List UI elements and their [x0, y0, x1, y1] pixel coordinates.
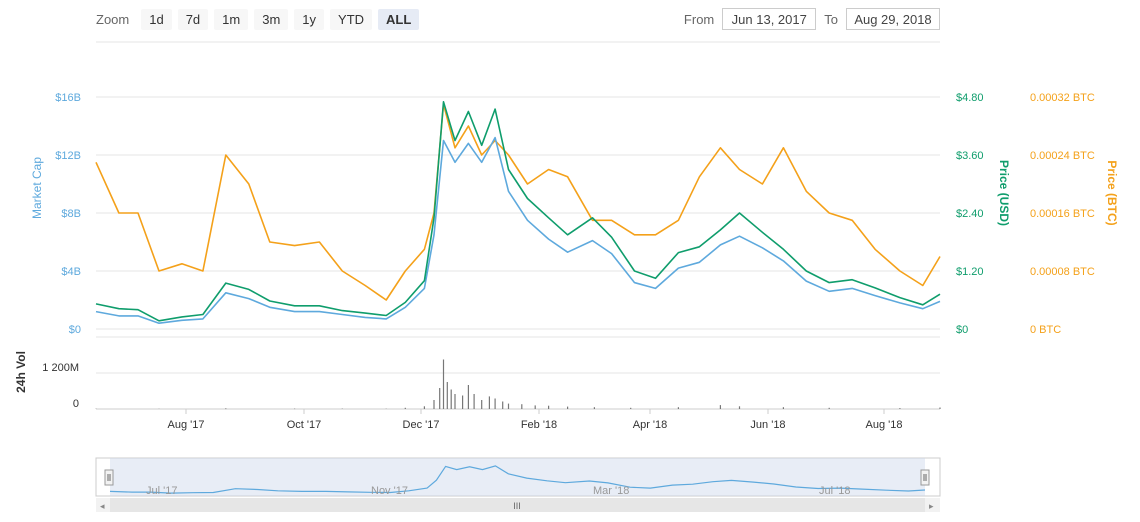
volume-bar	[450, 389, 452, 409]
to-label: To	[824, 11, 838, 27]
navigator-frame	[95, 457, 941, 497]
scroll-right-arrow-icon[interactable]: ▸	[929, 501, 934, 511]
price-usd-tick: $0	[956, 324, 968, 336]
from-date-input[interactable]	[722, 8, 817, 30]
zoom-toolbar: Zoom 1d 7d 1m 3m 1y YTD ALL	[96, 8, 420, 30]
volume-bar	[494, 398, 496, 409]
navigator-selection[interactable]	[110, 458, 925, 496]
price-usd-axis-title: Price (USD)	[997, 160, 1011, 226]
volume-bar	[567, 406, 569, 409]
price-btc-tick: 0.00024 BTC	[1030, 150, 1095, 162]
navigator-right-handle[interactable]	[920, 469, 930, 486]
navigator-series-line	[109, 465, 926, 494]
zoom-1d-button[interactable]: 1d	[141, 8, 172, 30]
price-btc-tick: 0.00008 BTC	[1030, 266, 1095, 278]
market-cap-tick: $4B	[61, 266, 81, 278]
market-cap-axis-title: Market Cap	[30, 157, 44, 219]
navigator-tick: Jul '18	[819, 485, 850, 497]
volume-bar	[507, 403, 510, 409]
market-cap-tick: $16B	[55, 92, 81, 104]
zoom-ytd-button[interactable]: YTD	[330, 8, 373, 30]
x-tick: Oct '17	[287, 419, 322, 431]
volume-bar	[548, 405, 550, 409]
navigator-right-handle-box[interactable]	[920, 469, 930, 486]
price-btc-tick: 0.00016 BTC	[1030, 208, 1095, 220]
date-range: From To	[684, 8, 940, 30]
volume-bar	[534, 405, 536, 409]
navigator-tick: Nov '17	[371, 485, 408, 497]
x-tick: Apr '18	[633, 419, 668, 431]
volume-bar	[423, 406, 425, 409]
price-btc-tick: 0.00032 BTC	[1030, 92, 1095, 104]
price-usd-tick: $2.40	[956, 208, 984, 220]
zoom-1m-button[interactable]: 1m	[214, 8, 249, 30]
zoom-7d-button[interactable]: 7d	[177, 8, 209, 30]
price-usd-line	[95, 101, 941, 322]
price-btc-tick: 0 BTC	[1030, 324, 1061, 336]
volume-bar	[593, 407, 595, 409]
price-btc-axis-title: Price (BTC)	[1105, 160, 1119, 225]
volume-bar	[939, 407, 941, 409]
zoom-3m-button[interactable]: 3m	[254, 8, 289, 30]
x-tick: Aug '18	[866, 419, 903, 431]
volume-bar	[404, 407, 406, 409]
x-tick: Feb '18	[521, 419, 557, 431]
volume-tick: 1 200M	[42, 362, 79, 374]
navigator[interactable]: Jul '17 Nov '17 Mar '18 Jul '18	[95, 457, 941, 497]
volume-bar	[502, 401, 504, 409]
price-usd-tick: $3.60	[956, 150, 984, 162]
navigator-left-handle[interactable]	[104, 469, 114, 486]
navigator-tick: Jul '17	[146, 485, 177, 497]
zoom-all-button[interactable]: ALL	[378, 8, 420, 30]
scrollbar[interactable]: ◂ ▸ III	[96, 498, 940, 512]
volume-bar	[433, 400, 435, 409]
volume-bar	[454, 394, 456, 409]
navigator-left-handle-box[interactable]	[104, 469, 114, 486]
volume-bar	[462, 395, 464, 409]
volume-bar	[899, 408, 901, 409]
volume-bar	[467, 385, 469, 409]
volume-bar	[446, 382, 448, 409]
volume-bar	[225, 408, 227, 410]
volume-bar	[442, 359, 445, 409]
volume-bar	[488, 396, 490, 409]
x-tick: Dec '17	[403, 419, 440, 431]
x-tick: Aug '17	[168, 419, 205, 431]
scroll-left-arrow-icon[interactable]: ◂	[100, 501, 105, 511]
volume-bar	[782, 407, 784, 409]
volume-bar	[738, 406, 741, 409]
market-cap-tick: $0	[69, 324, 81, 336]
price-usd-tick: $4.80	[956, 92, 984, 104]
volume-bar	[294, 408, 296, 410]
volume-bar	[521, 404, 523, 409]
zoom-1y-button[interactable]: 1y	[294, 8, 325, 30]
market-cap-tick: $8B	[61, 208, 81, 220]
zoom-label: Zoom	[96, 11, 130, 27]
volume-bar	[677, 407, 679, 409]
scrollbar-grip-icon: III	[513, 501, 521, 511]
volume-bar	[439, 388, 441, 409]
scrollbar-thumb[interactable]	[110, 498, 925, 512]
navigator-tick: Mar '18	[593, 485, 629, 497]
from-label: From	[683, 11, 715, 27]
market-cap-line	[95, 136, 941, 325]
to-date-input[interactable]	[846, 8, 940, 30]
volume-bar	[481, 400, 483, 409]
volume-axis-title: 24h Vol	[14, 351, 28, 393]
market-cap-tick: $12B	[55, 150, 81, 162]
price-usd-tick: $1.20	[956, 266, 984, 278]
x-tick: Jun '18	[750, 419, 785, 431]
volume-bar	[719, 405, 721, 409]
volume-tick: 0	[73, 398, 79, 410]
volume-bar	[473, 394, 475, 409]
volume-bar	[828, 407, 830, 409]
volume-bar	[630, 407, 632, 409]
